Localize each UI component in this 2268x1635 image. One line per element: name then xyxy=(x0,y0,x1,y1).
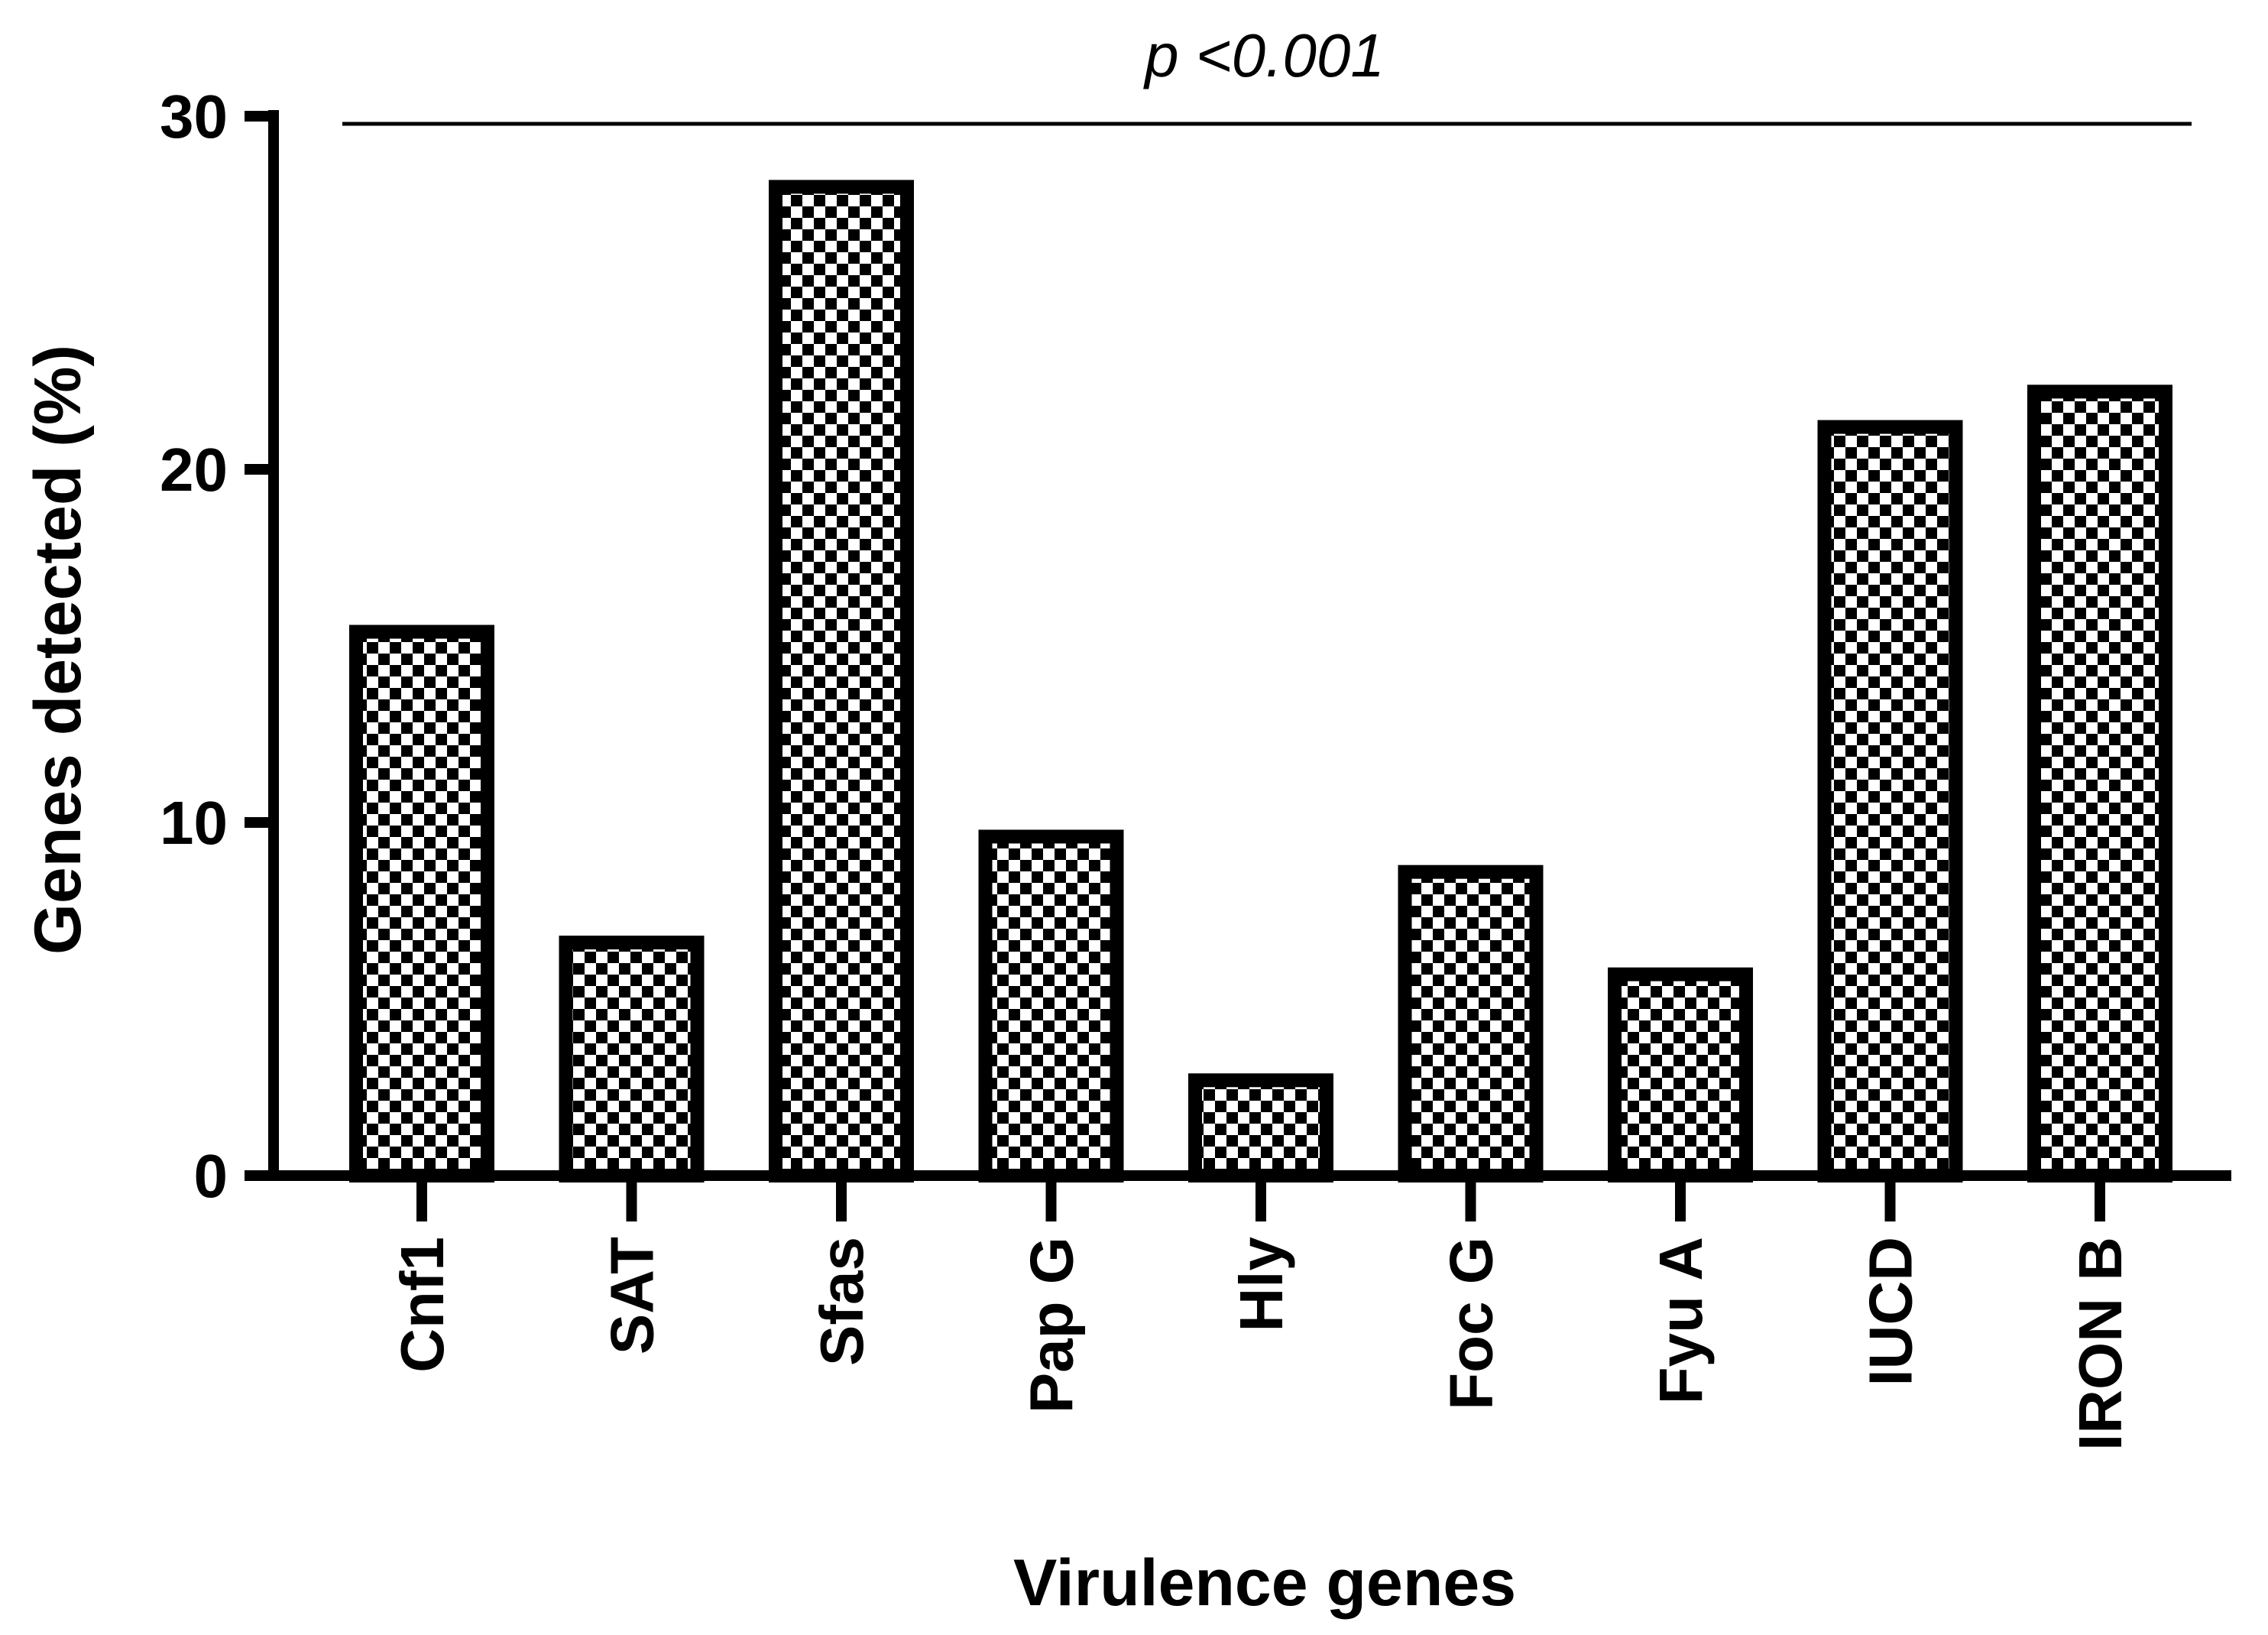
bar-fyu-a xyxy=(1608,967,1753,1183)
x-tick-label: IRON B xyxy=(2066,1237,2134,1451)
bar-sfas xyxy=(769,180,914,1182)
significance-annotation: p <0.001 xyxy=(1143,21,1385,89)
x-axis-ticks: Cnf1 SAT Sfas Pap G Hly Foc G Fyu A IUCD IRON B xyxy=(388,1176,2134,1451)
bars-group xyxy=(349,180,2172,1183)
y-axis-ticks: 0 10 20 30 xyxy=(160,83,274,1210)
y-tick-label: 30 xyxy=(160,83,228,151)
y-tick-label: 10 xyxy=(160,789,228,857)
bar-iron-b xyxy=(2027,384,2172,1182)
x-tick-label: Sfas xyxy=(808,1237,876,1366)
x-tick-label: Fyu A xyxy=(1647,1237,1715,1404)
x-tick-label: Hly xyxy=(1227,1237,1295,1332)
bar-foc-g xyxy=(1398,865,1544,1183)
x-tick-label: SAT xyxy=(598,1237,666,1354)
bar-sat xyxy=(559,936,705,1182)
x-tick-label: Pap G xyxy=(1018,1237,1086,1413)
y-tick-label: 20 xyxy=(160,436,228,504)
x-tick-label: IUCD xyxy=(1857,1237,1925,1387)
y-tick-label: 0 xyxy=(194,1142,228,1210)
x-tick-label: Cnf1 xyxy=(388,1237,456,1373)
bar-cnf1 xyxy=(349,624,494,1182)
x-axis-label: Virulence genes xyxy=(1013,1546,1516,1620)
bar-pap-g xyxy=(978,829,1124,1182)
bar-hly xyxy=(1188,1073,1333,1183)
y-axis-label: Genes detected (%) xyxy=(21,345,95,955)
x-tick-label: Foc G xyxy=(1437,1237,1505,1410)
bar-iucd xyxy=(1817,420,1963,1182)
